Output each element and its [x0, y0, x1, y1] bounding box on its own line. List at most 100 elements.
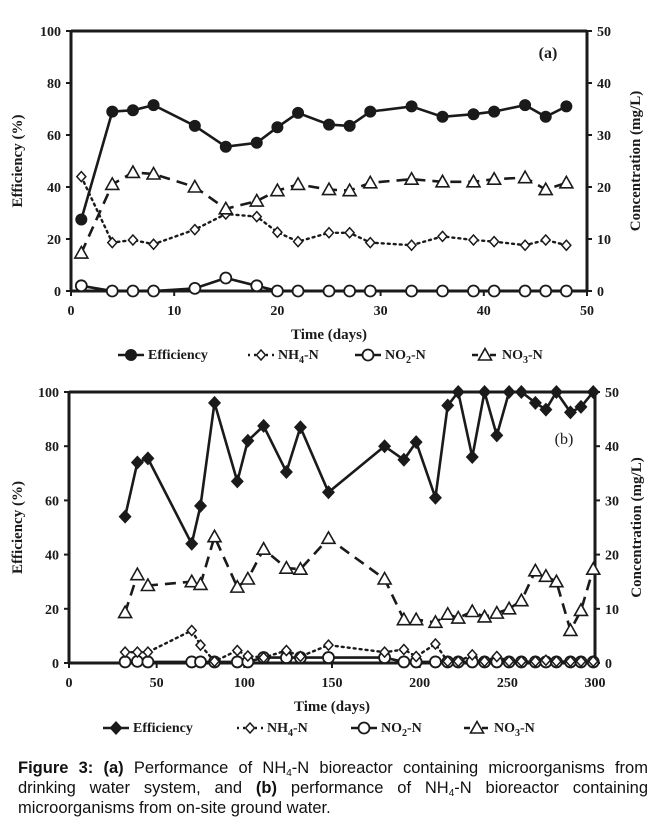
data-point [209, 655, 221, 668]
data-point [294, 650, 306, 663]
legend-item-nh4-n: NH4-N [248, 348, 319, 366]
data-point [527, 562, 544, 577]
x-tick-label: 250 [497, 676, 518, 691]
data-point [519, 99, 532, 112]
data-point [188, 281, 202, 295]
data-point [539, 284, 553, 298]
data-point [587, 655, 599, 668]
data-point [465, 450, 479, 465]
data-point [126, 284, 140, 298]
data-point [427, 614, 444, 629]
legend-marker [244, 721, 256, 735]
y-tick-label: 40 [45, 549, 59, 564]
data-point [258, 651, 270, 664]
data-point [573, 602, 589, 617]
legend-label: Efficiency [148, 348, 208, 363]
data-point [280, 644, 292, 657]
data-point [538, 568, 554, 583]
data-point [219, 271, 233, 285]
legend-text: Efficiency [133, 721, 193, 736]
series-nh4-n [119, 624, 599, 668]
y2-tick-label: 0 [597, 285, 604, 300]
y2-tick-label: 30 [605, 494, 619, 509]
legend-suffix: -N [520, 721, 535, 736]
y2-tick-label: 20 [597, 181, 611, 196]
x-axis-title: Time (days) [291, 327, 367, 343]
caption-label: Figure 3: [18, 759, 94, 777]
data-point [563, 405, 577, 420]
data-point [248, 192, 265, 207]
x-tick-label: 300 [585, 676, 606, 691]
data-point [217, 200, 234, 215]
y-tick-label: 20 [47, 233, 61, 248]
data-point [409, 435, 423, 450]
data-point [428, 490, 442, 505]
data-point [502, 385, 516, 399]
data-point [73, 244, 90, 259]
data-point [270, 284, 284, 298]
data-point [467, 108, 480, 121]
caption-sub-2: 4 [448, 788, 455, 799]
data-point [250, 279, 264, 293]
data-point [501, 600, 517, 615]
data-point [466, 648, 478, 661]
x-tick-label: 0 [66, 676, 73, 691]
legend-text: NO [502, 348, 523, 363]
legend-marker [469, 719, 485, 734]
legend-text: NO [494, 721, 515, 736]
data-point [322, 284, 336, 298]
data-point [148, 238, 160, 251]
data-point [518, 284, 532, 298]
data-point [364, 105, 377, 118]
data-point [467, 284, 480, 298]
data-point [519, 239, 531, 252]
figure-caption: Figure 3: (a) Performance of NH4-N biore… [18, 758, 648, 818]
data-point [105, 284, 119, 298]
data-point [242, 649, 254, 663]
legend-suffix: -N [407, 721, 422, 736]
data-point [183, 573, 200, 588]
legend-marker [477, 346, 493, 361]
x-tick-label: 0 [68, 304, 75, 319]
data-point [488, 235, 500, 248]
data-point [323, 226, 335, 239]
data-point [486, 171, 502, 185]
legend-label: Efficiency [133, 721, 193, 736]
data-point [376, 570, 393, 585]
legend-subscript: 4 [299, 355, 304, 366]
y-tick-label: 100 [40, 25, 61, 40]
data-point [241, 433, 255, 448]
data-point [142, 646, 154, 659]
data-point [229, 578, 246, 593]
caption-part-a: (a) [103, 759, 124, 777]
legend-suffix: -N [528, 348, 543, 363]
data-point [343, 284, 357, 298]
data-point [437, 230, 449, 243]
data-point [291, 284, 305, 298]
legend-label: NO2-N [385, 348, 426, 366]
data-point [439, 606, 456, 621]
y-tick-label: 40 [47, 181, 61, 196]
legend-suffix: -N [411, 348, 426, 363]
data-point [548, 573, 565, 588]
data-point [379, 646, 391, 659]
data-point [130, 455, 144, 470]
legend-subscript: 2 [402, 728, 407, 739]
y-tick-label: 80 [47, 77, 61, 92]
data-point [436, 110, 449, 123]
legend-item-no3-n: NO3-N [464, 719, 535, 739]
data-point [405, 284, 418, 298]
data-point [575, 655, 587, 668]
data-point [194, 498, 207, 513]
data-point [539, 402, 553, 417]
legend-subscript: 3 [515, 728, 520, 739]
legend-suffix: -N [304, 348, 319, 363]
legend-label: NO3-N [494, 721, 535, 739]
data-point [341, 182, 358, 197]
legend: Efficiency NH4-N NO2-N NO3-N [118, 346, 543, 366]
data-point [292, 561, 309, 576]
caption-text-2: -N bioreactor containing microorganisms … [18, 759, 648, 797]
data-point [559, 284, 573, 298]
data-point [585, 561, 602, 576]
